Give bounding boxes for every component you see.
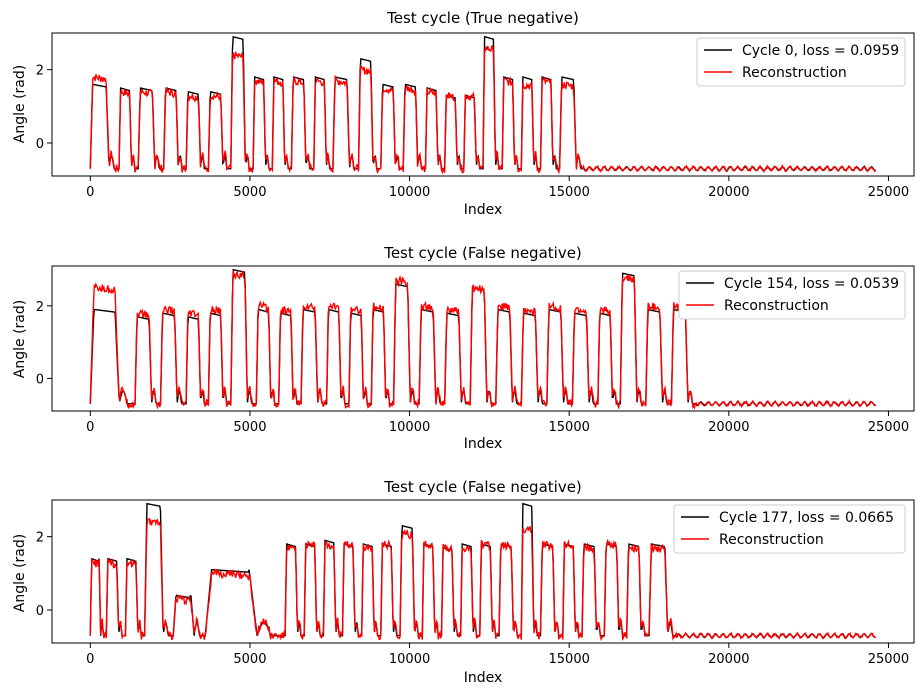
plot-frame bbox=[51, 499, 915, 644]
x-axis-label: Index bbox=[464, 202, 503, 218]
x-tick-label: 0 bbox=[86, 185, 94, 200]
x-tick-label: 0 bbox=[86, 420, 94, 435]
panel-title: Test cycle (False negative) bbox=[383, 244, 582, 262]
legend-label-reconstruction: Reconstruction bbox=[742, 65, 847, 81]
legend-label-original: Cycle 0, loss = 0.0959 bbox=[742, 43, 899, 59]
panel-title: Test cycle (True negative) bbox=[386, 9, 579, 27]
y-tick-label: 2 bbox=[36, 300, 44, 315]
x-tick-label: 0 bbox=[86, 652, 94, 667]
legend-label-original: Cycle 154, loss = 0.0539 bbox=[724, 276, 899, 292]
plot-frame bbox=[51, 32, 915, 177]
x-axis-label: Index bbox=[464, 670, 503, 686]
y-axis-label: Angle (rad) bbox=[12, 65, 28, 143]
y-tick-label: 0 bbox=[36, 137, 44, 152]
x-tick-label: 20000 bbox=[708, 420, 749, 435]
x-tick-label: 25000 bbox=[868, 185, 909, 200]
y-tick-label: 2 bbox=[36, 531, 44, 546]
x-tick-label: 25000 bbox=[868, 420, 909, 435]
panel-2: Test cycle (False negative) Angle (rad) … bbox=[12, 244, 915, 452]
panel-3: Test cycle (False negative) Angle (rad) … bbox=[12, 478, 915, 686]
x-tick-label: 5000 bbox=[233, 420, 266, 435]
x-tick-label: 10000 bbox=[389, 652, 430, 667]
legend-label-reconstruction: Reconstruction bbox=[724, 298, 829, 314]
panel-title: Test cycle (False negative) bbox=[383, 478, 582, 496]
series-line-reconstruction bbox=[89, 517, 876, 642]
legend-box bbox=[696, 37, 906, 87]
legend-box bbox=[673, 504, 906, 554]
x-tick-label: 5000 bbox=[233, 652, 266, 667]
x-tick-label: 20000 bbox=[708, 652, 749, 667]
x-tick-label: 20000 bbox=[708, 185, 749, 200]
y-tick-label: 0 bbox=[36, 604, 44, 619]
legend-label-reconstruction: Reconstruction bbox=[719, 532, 824, 548]
y-axis-label: Angle (rad) bbox=[12, 534, 28, 612]
x-axis-label: Index bbox=[464, 436, 503, 452]
series-line-reconstruction bbox=[89, 45, 877, 175]
legend-label-original: Cycle 177, loss = 0.0665 bbox=[719, 510, 894, 526]
x-tick-label: 25000 bbox=[868, 652, 909, 667]
x-tick-label: 15000 bbox=[549, 652, 590, 667]
series-line-reconstruction bbox=[89, 270, 877, 410]
plot-frame bbox=[51, 265, 915, 412]
y-axis-label: Angle (rad) bbox=[12, 300, 28, 378]
legend: Cycle 154, loss = 0.0539 Reconstruction bbox=[678, 270, 906, 320]
y-tick-label: 0 bbox=[36, 372, 44, 387]
y-tick-label: 2 bbox=[36, 64, 44, 79]
x-tick-label: 10000 bbox=[389, 420, 430, 435]
panel-1: Test cycle (True negative) Angle (rad) I… bbox=[12, 9, 915, 218]
legend: Cycle 177, loss = 0.0665 Reconstruction bbox=[673, 504, 906, 554]
legend: Cycle 0, loss = 0.0959 Reconstruction bbox=[696, 37, 906, 87]
legend-box bbox=[678, 270, 906, 320]
x-tick-label: 10000 bbox=[389, 185, 430, 200]
x-tick-label: 5000 bbox=[233, 185, 266, 200]
x-tick-label: 15000 bbox=[549, 420, 590, 435]
x-tick-label: 15000 bbox=[549, 185, 590, 200]
